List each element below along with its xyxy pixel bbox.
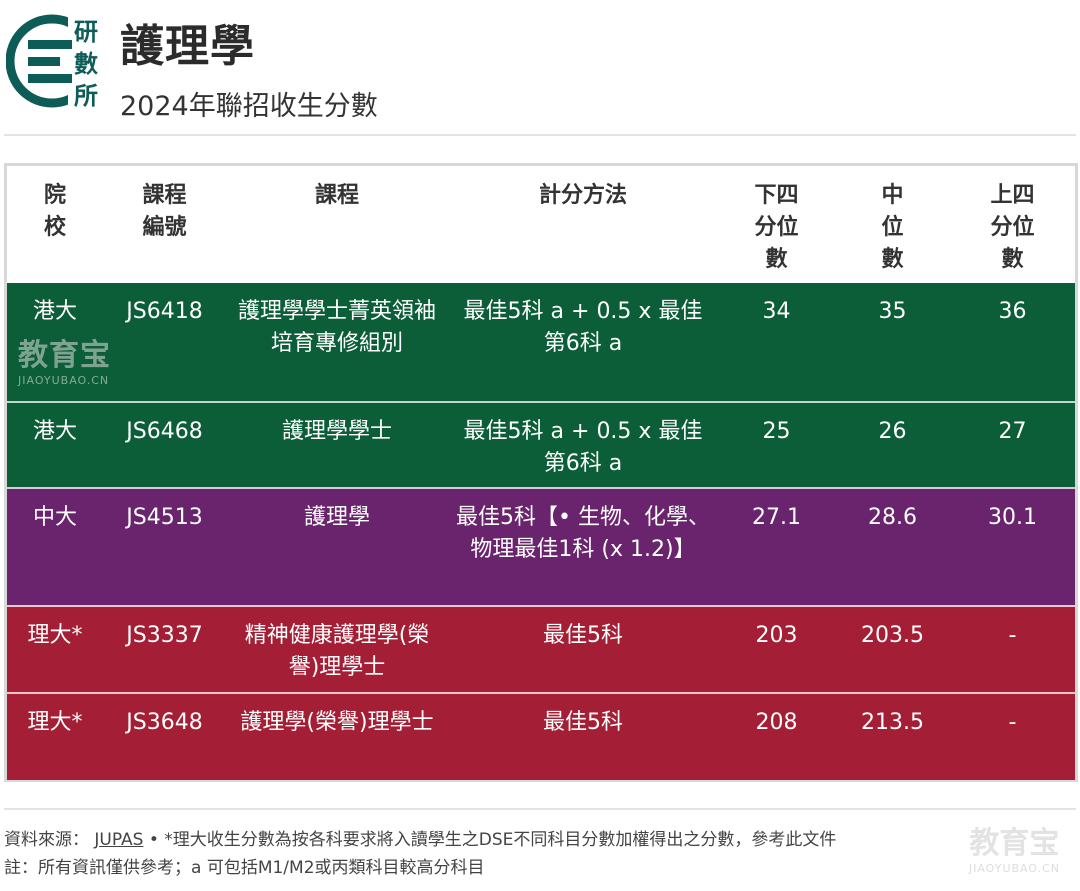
cell-course: 護理學: [226, 487, 448, 606]
header-course-code: 課程 編號: [142, 183, 187, 240]
table-row: 港大 JS6468 護理學學士 最佳5科 a + 0.5 x 最佳第6科 a 2…: [7, 401, 1075, 488]
footer-divider: [4, 808, 1076, 810]
cell-scoring: 最佳5科: [448, 605, 718, 693]
header-lower-quartile: 下四 分位數: [754, 183, 799, 272]
logo-char-3: 所: [74, 82, 98, 110]
logo-char-2: 數: [74, 50, 98, 78]
cell-school: 港大: [32, 299, 77, 324]
cell-course: 護理學學士菁英領袖培育專修組別: [237, 299, 436, 356]
header-median: 中位數: [881, 183, 904, 272]
footer-watermark-logo: 教育宝 JIAOYUBAO.CN: [969, 818, 1060, 875]
cell-median: 213.5: [835, 692, 950, 780]
table-header-row: 院校 課程 編號 課程 計分方法 下四 分位數 中位數 上四 分位數: [7, 166, 1075, 283]
cell-upper-quartile: 27: [950, 401, 1075, 488]
cell-course-code: JS4513: [103, 487, 226, 606]
cell-school: 港大: [7, 401, 103, 488]
header-divider: [4, 134, 1076, 136]
table-row: 中大 JS4513 護理學 最佳5科【• 生物、化學、物理最佳1科 (x 1.2…: [7, 487, 1075, 606]
table-row: 理大* JS3337 精神健康護理學(榮譽)理學士 最佳5科 203 203.5…: [7, 605, 1075, 693]
header-school: 院校: [43, 183, 66, 240]
footer-watermark-url: JIAOYUBAO.CN: [968, 862, 1060, 875]
table-row: 港大 JS6418 護理學學士菁英領袖培育專修組別 最佳5科 a + 0.5 x…: [7, 283, 1075, 402]
cell-upper-quartile: 36: [998, 299, 1027, 324]
cell-lower-quartile: 208: [718, 692, 835, 780]
cell-course: 護理學學士: [226, 401, 448, 488]
table-row: 理大* JS3648 護理學(榮譽)理學士 最佳5科 208 213.5 -: [7, 692, 1075, 780]
page-title: 護理學: [120, 21, 255, 72]
footnote: 註：所有資訊僅供參考；a 可包括M1/M2或丙類科目較高分科目: [4, 858, 485, 878]
cell-course-code: JS3648: [103, 692, 226, 780]
cell-scoring: 最佳5科: [448, 692, 718, 780]
cell-lower-quartile: 25: [718, 401, 835, 488]
cell-scoring: 最佳5科 a + 0.5 x 最佳第6科 a: [463, 299, 703, 356]
header-scoring-method: 計分方法: [538, 183, 627, 208]
cell-lower-quartile: 27.1: [718, 487, 835, 606]
cell-scoring: 最佳5科 a + 0.5 x 最佳第6科 a: [448, 401, 718, 488]
source-label: 資料來源：: [4, 830, 89, 850]
cell-course: 護理學(榮譽)理學士: [226, 692, 448, 780]
research-institute-logo: 研 數 所: [6, 14, 108, 110]
page-subtitle: 2024年聯招收生分數: [120, 91, 378, 122]
page-footer: 資料來源： JUPAS • *理大收生分數為按各科要求將入讀學生之DSE不同科目…: [4, 826, 836, 882]
footer-watermark-text: 教育宝: [969, 826, 1060, 861]
cell-median: 26: [835, 401, 950, 488]
cell-course-code: JS3337: [103, 605, 226, 693]
watermark-url: JIAOYUBAO.CN: [18, 374, 110, 387]
cell-median: 35: [878, 299, 907, 324]
header-course: 課程: [314, 183, 359, 208]
header-upper-quartile: 上四 分位數: [990, 183, 1035, 272]
source-line: 資料來源： JUPAS • *理大收生分數為按各科要求將入讀學生之DSE不同科目…: [4, 826, 836, 854]
cell-scoring: 最佳5科【• 生物、化學、物理最佳1科 (x 1.2)】: [448, 487, 718, 606]
logo-char-1: 研: [74, 18, 98, 46]
cell-median: 203.5: [835, 605, 950, 693]
page-header: 研 數 所 護理學 2024年聯招收生分數: [0, 0, 1080, 134]
jupas-link[interactable]: JUPAS: [94, 830, 144, 850]
cell-lower-quartile: 34: [762, 299, 791, 324]
watermark-text: 教育宝: [18, 338, 111, 373]
admission-scores-table: 院校 課程 編號 課程 計分方法 下四 分位數 中位數 上四 分位數 港大 JS641…: [4, 163, 1078, 782]
watermark-logo: 教育宝 JIAOYUBAO.CN: [18, 330, 138, 387]
cell-upper-quartile: 30.1: [950, 487, 1075, 606]
source-note: • *理大收生分數為按各科要求將入讀學生之DSE不同科目分數加權得出之分數，參考…: [148, 830, 837, 850]
cell-upper-quartile: -: [950, 692, 1075, 780]
cell-course-code: JS6418: [126, 299, 203, 324]
cell-upper-quartile: -: [950, 605, 1075, 693]
cell-school: 理大*: [7, 605, 103, 693]
cell-course: 精神健康護理學(榮譽)理學士: [226, 605, 448, 693]
cell-school: 中大: [7, 487, 103, 606]
cell-median: 28.6: [835, 487, 950, 606]
cell-school: 理大*: [7, 692, 103, 780]
cell-lower-quartile: 203: [718, 605, 835, 693]
cell-course-code: JS6468: [103, 401, 226, 488]
